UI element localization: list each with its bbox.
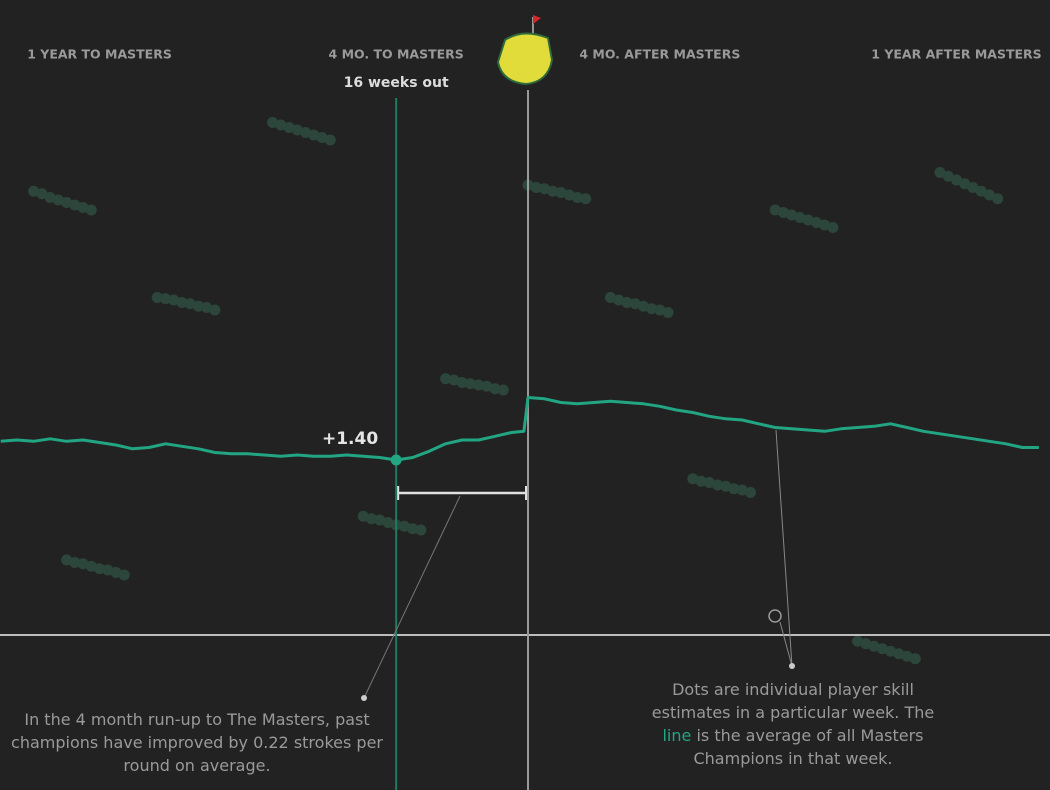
- x-tick-label: 4 MO. TO MASTERS: [329, 47, 464, 62]
- leader-line: [363, 495, 461, 699]
- legend-note: Dots are individual player skill estimat…: [648, 678, 938, 770]
- player-dot: [983, 189, 995, 201]
- leader-dot: [361, 695, 367, 701]
- logo-shape: [496, 32, 554, 86]
- highlight-point: [390, 454, 402, 466]
- player-dot: [69, 557, 81, 568]
- player-dot: [85, 204, 97, 216]
- legend-word: line: [662, 726, 692, 745]
- player-dot: [950, 174, 962, 186]
- run-up-bracket: [397, 486, 528, 500]
- player-dot: [580, 193, 592, 205]
- player-dot: [646, 303, 658, 315]
- axis-layer: 1 YEAR TO MASTERS 4 MO. TO MASTERS 4 MO. A…: [0, 47, 1050, 790]
- player-dot: [159, 293, 171, 305]
- player-dot: [36, 188, 48, 200]
- player-dot: [827, 222, 839, 233]
- leader-line: [775, 429, 793, 667]
- player-dot: [621, 297, 633, 308]
- player-dot: [975, 185, 987, 197]
- leader-line: [779, 621, 793, 667]
- player-dot: [365, 513, 377, 525]
- player-dot: [497, 384, 509, 396]
- player-dot: [176, 297, 188, 308]
- player-dot: [909, 653, 921, 665]
- player-dot: [415, 524, 427, 536]
- player-dot: [94, 563, 106, 575]
- x-tick-label: 1 YEAR AFTER MASTERS: [871, 47, 1041, 62]
- average-line: [0, 396, 1039, 462]
- legend-text: Dots are individual player skill estimat…: [651, 680, 935, 722]
- x-tick-label: 4 MO. AFTER MASTERS: [579, 47, 740, 62]
- player-dot: [324, 134, 336, 146]
- player-dot: [712, 479, 724, 491]
- player-dot: [695, 475, 707, 487]
- player-dot: [489, 383, 501, 395]
- player-dot: [967, 182, 979, 193]
- legend-text: is the average of all Masters Champions …: [693, 726, 924, 768]
- player-dot: [440, 373, 452, 385]
- player-dot: [151, 292, 163, 303]
- dot-layer: [28, 117, 1004, 665]
- player-dot: [744, 487, 756, 498]
- player-dot: [942, 170, 954, 182]
- leader-dot: [789, 663, 795, 669]
- player-dot: [192, 300, 204, 312]
- player-dot: [934, 167, 946, 178]
- highlight-label: 16 weeks out: [344, 75, 449, 91]
- masters-logo: [496, 15, 554, 86]
- runup-note: In the 4 month run-up to The Masters, pa…: [11, 710, 383, 775]
- player-dot: [662, 307, 674, 318]
- player-dot: [118, 569, 130, 581]
- player-dot: [530, 182, 542, 193]
- player-dot: [547, 185, 559, 197]
- example-dot: [768, 609, 782, 623]
- player-dot: [464, 378, 476, 390]
- x-tick-label: 1 YEAR TO MASTERS: [27, 47, 172, 62]
- player-dot: [728, 483, 740, 495]
- highlight-value: +1.40: [322, 429, 378, 449]
- player-dot: [959, 178, 971, 190]
- line-layer: +1.40: [0, 396, 1039, 701]
- flag: [533, 15, 541, 24]
- player-dot: [456, 377, 468, 388]
- player-dot: [571, 192, 583, 203]
- player-dot: [473, 379, 485, 391]
- player-dot: [992, 193, 1004, 205]
- player-dot: [407, 523, 419, 535]
- player-dot: [209, 304, 221, 316]
